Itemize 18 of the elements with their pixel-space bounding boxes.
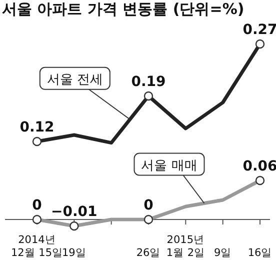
chart-title: 서울 아파트 가격 변동률 (단위=%) xyxy=(2,0,244,18)
point xyxy=(144,91,154,101)
data-label: 0 xyxy=(32,198,42,214)
data-label: 0.27 xyxy=(242,22,276,38)
x-tick-label: 2015년 1월 2일 xyxy=(166,234,206,259)
data-label: 0.12 xyxy=(20,120,54,136)
point xyxy=(32,136,42,146)
x-tick-label: 2014년 12월 15일 xyxy=(10,234,64,259)
x-tick-label: 19일 xyxy=(62,247,86,259)
text: 서울 전세 xyxy=(46,72,103,88)
data-label: −0.01 xyxy=(51,204,98,220)
x-tick-label: 9일 xyxy=(214,247,232,259)
x-tick-label: 16일 xyxy=(248,247,272,259)
point xyxy=(255,39,265,49)
text: 서울 매매 xyxy=(141,158,198,174)
data-label: 0.19 xyxy=(131,74,166,90)
x-tick-label: 26일 xyxy=(136,247,161,259)
data-label: 0 xyxy=(144,198,154,214)
